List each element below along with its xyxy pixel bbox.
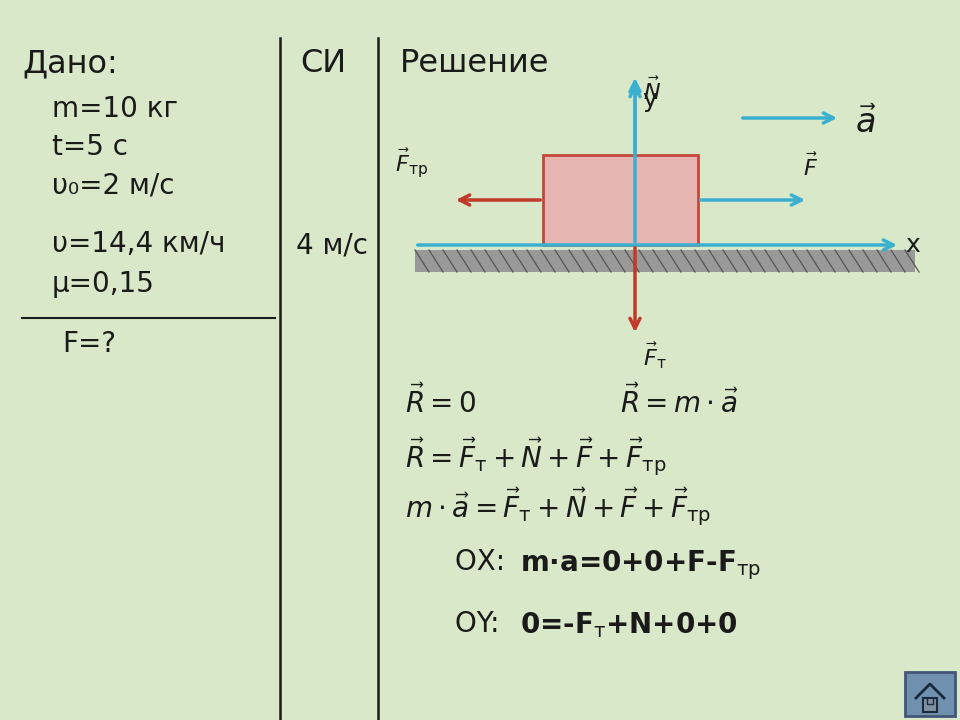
Text: F=?: F=?: [62, 330, 116, 358]
Text: Дано:: Дано:: [22, 48, 118, 79]
Text: $\vec{F}_{\rm т}$: $\vec{F}_{\rm т}$: [643, 340, 666, 371]
Text: m·a=0+0+F-F$_{\rm тр}$: m·a=0+0+F-F$_{\rm тр}$: [520, 548, 761, 582]
Text: $\vec{F}$: $\vec{F}$: [803, 153, 818, 180]
Text: $\vec{F}_{\rm тр}$: $\vec{F}_{\rm тр}$: [395, 146, 428, 180]
Text: x: x: [905, 233, 920, 257]
Text: 0=-F$_{\rm т}$+N+0+0: 0=-F$_{\rm т}$+N+0+0: [520, 610, 737, 640]
Text: υ₀=2 м/с: υ₀=2 м/с: [52, 171, 175, 199]
Text: $\vec{N}$: $\vec{N}$: [643, 76, 661, 104]
Bar: [415, 250, 915, 272]
Text: $\vec{R} = \vec{F}_{\rm т} + \vec{N} + \vec{F} + \vec{F}_{\rm тр}$: $\vec{R} = \vec{F}_{\rm т} + \vec{N} + \…: [405, 435, 666, 477]
Text: СИ: СИ: [300, 48, 347, 79]
Text: $\vec{a}$: $\vec{a}$: [855, 106, 876, 140]
Text: $m \cdot \vec{a} = \vec{F}_{\rm т} + \vec{N} + \vec{F} + \vec{F}_{\rm тр}$: $m \cdot \vec{a} = \vec{F}_{\rm т} + \ve…: [405, 485, 711, 528]
Bar: [905, 672, 955, 716]
Text: t=5 с: t=5 с: [52, 133, 128, 161]
Text: $\vec{R} = 0$: $\vec{R} = 0$: [405, 385, 476, 419]
Text: Решение: Решение: [400, 48, 549, 79]
Text: ОY:: ОY:: [455, 610, 509, 638]
Text: m=10 кг: m=10 кг: [52, 95, 178, 123]
Bar: [923, 698, 937, 712]
Text: μ=0,15: μ=0,15: [52, 270, 155, 298]
Text: 4 м/с: 4 м/с: [296, 232, 368, 260]
Text: $\vec{R} = m \cdot \vec{a}$: $\vec{R} = m \cdot \vec{a}$: [620, 385, 738, 419]
Text: y: y: [642, 88, 657, 112]
Bar: [543, 155, 698, 245]
Text: ОX:: ОX:: [455, 548, 514, 576]
Text: υ=14,4 км/ч: υ=14,4 км/ч: [52, 230, 226, 258]
